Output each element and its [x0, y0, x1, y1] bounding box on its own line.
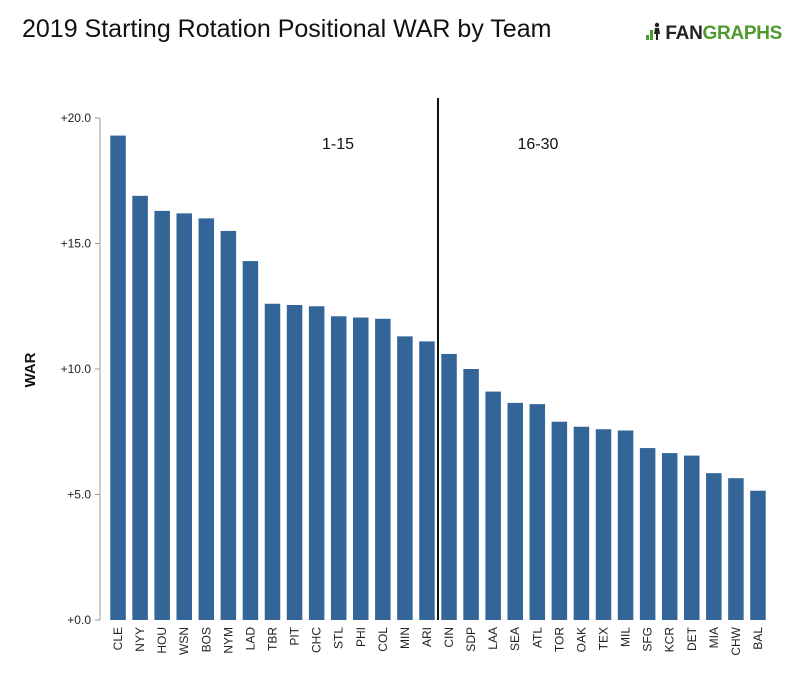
x-tick-label: BOS: [199, 627, 213, 652]
bar-tex: [595, 429, 612, 620]
x-tick-label: CHW: [729, 626, 743, 655]
bar-wsn: [176, 213, 192, 620]
bar-chc: [308, 306, 325, 620]
bar-lad: [242, 261, 259, 620]
x-tick-label: MIN: [398, 627, 412, 649]
y-axis-label: WAR: [22, 352, 39, 387]
x-tick-label: LAD: [243, 627, 257, 651]
bar-bal: [750, 490, 766, 620]
x-tick-label: MIA: [707, 627, 721, 648]
bar-col: [375, 318, 391, 620]
bar-cin: [441, 353, 457, 620]
x-tick-label: STL: [332, 627, 346, 649]
bar-ari: [419, 341, 435, 620]
bars: [110, 135, 766, 620]
bar-sea: [507, 402, 523, 620]
x-tick-label: TEX: [597, 627, 611, 650]
bar-mia: [706, 473, 722, 620]
bar-det: [684, 455, 700, 620]
x-tick-label: LAA: [486, 627, 500, 650]
x-axis-labels: CLE NYY HOU WSN BOS NYM LAD TBR PIT CHC STL PHI COL M…: [111, 626, 765, 655]
bar-min: [397, 336, 413, 620]
fangraphs-logo: FAN GRAPHS: [646, 22, 782, 46]
bar-mil: [617, 430, 634, 620]
bar-chw: [728, 478, 744, 620]
logo-text-fan: FAN: [665, 23, 703, 44]
bar-kcr: [661, 453, 678, 620]
y-tick-label: +10.0: [61, 362, 92, 376]
x-tick-label: CIN: [442, 627, 456, 648]
x-tick-label: SDP: [464, 627, 478, 652]
x-tick-label: TBR: [266, 627, 280, 651]
y-axis: +0.0 +5.0 +10.0 +15.0 +20.0: [61, 111, 101, 627]
x-tick-label: CLE: [111, 627, 125, 650]
x-tick-label: PHI: [354, 627, 368, 647]
x-tick-label: KCR: [663, 627, 677, 653]
y-tick-label: +5.0: [67, 488, 91, 502]
x-tick-label: WSN: [177, 627, 191, 655]
x-tick-label: ATL: [530, 627, 544, 648]
x-tick-label: COL: [376, 627, 390, 652]
bar-nym: [220, 230, 237, 620]
bar-pit: [286, 304, 303, 620]
logo-text-graphs: GRAPHS: [702, 23, 783, 44]
bar-stl: [330, 316, 347, 620]
bar-bos: [198, 218, 215, 620]
bar-cle: [110, 135, 126, 620]
bar-tbr: [264, 303, 281, 620]
x-tick-label: NYY: [133, 627, 147, 652]
divider-group: 1-15 16-30: [322, 98, 559, 620]
y-tick-label: +0.0: [67, 613, 91, 627]
bar-phi: [353, 317, 369, 620]
x-tick-label: HOU: [155, 627, 169, 654]
x-tick-label: TOR: [552, 627, 566, 652]
fangraphs-logo-icon: [646, 22, 662, 46]
bar-tor: [551, 421, 568, 620]
y-tick-label: +15.0: [61, 237, 92, 251]
bar-hou: [154, 210, 170, 620]
bar-nyy: [132, 195, 148, 620]
x-tick-label: PIT: [288, 626, 302, 645]
x-tick-label: MIL: [619, 627, 633, 647]
x-tick-label: SEA: [508, 627, 522, 651]
bar-atl: [529, 404, 546, 620]
bar-sdp: [463, 369, 479, 620]
y-tick-label: +20.0: [61, 111, 92, 125]
x-tick-label: OAK: [574, 627, 588, 652]
x-tick-label: ARI: [420, 627, 434, 647]
annotation-top-15: 1-15: [322, 136, 354, 153]
bar-laa: [485, 391, 501, 620]
bar-oak: [573, 426, 590, 620]
x-tick-label: NYM: [221, 627, 235, 654]
bar-sfg: [639, 448, 656, 620]
chart-title: 2019 Starting Rotation Positional WAR by…: [22, 15, 552, 43]
x-tick-label: CHC: [310, 627, 324, 653]
x-tick-label: DET: [685, 626, 699, 651]
x-tick-label: BAL: [751, 627, 765, 650]
annotation-bottom-15: 16-30: [518, 136, 559, 153]
x-tick-label: SFG: [641, 627, 655, 652]
